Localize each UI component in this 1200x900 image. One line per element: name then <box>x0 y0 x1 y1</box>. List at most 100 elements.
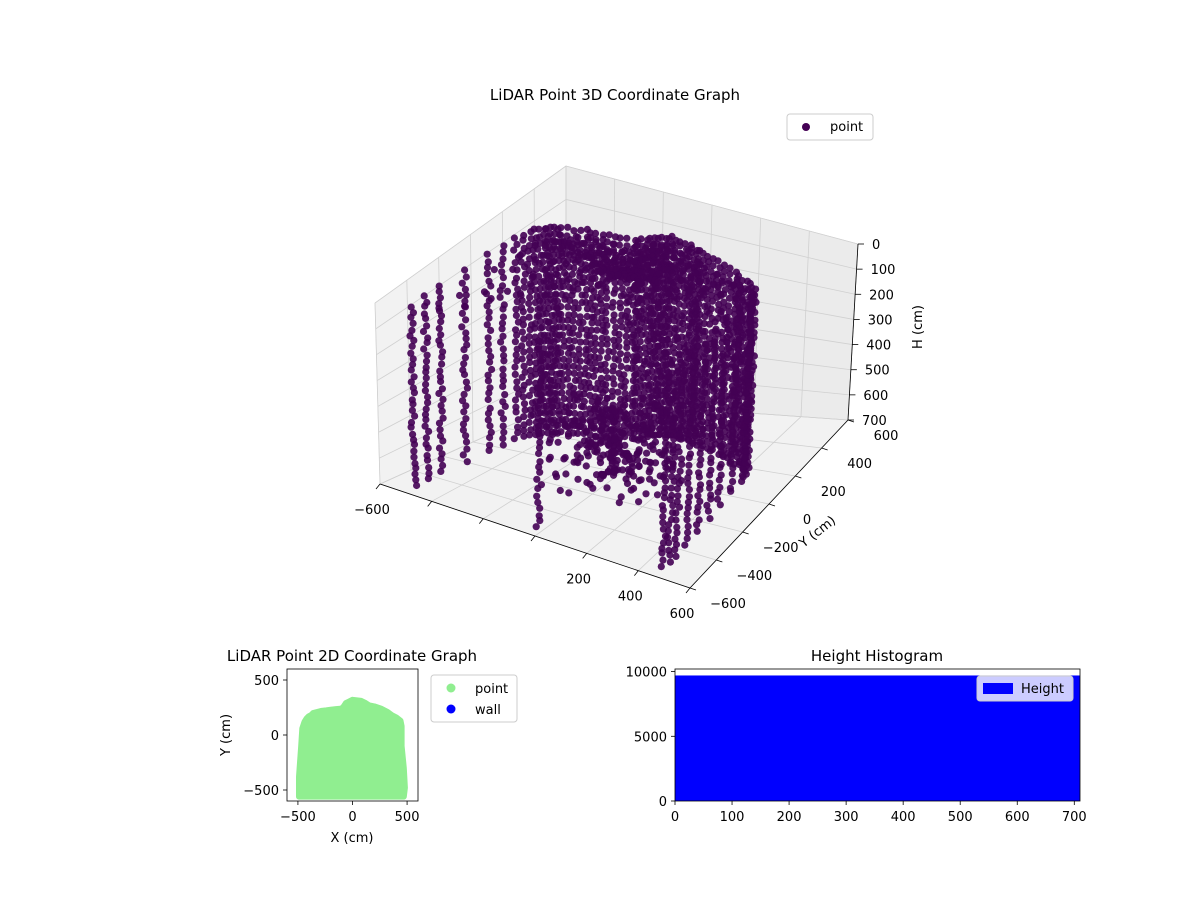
plot3d-point <box>650 479 658 487</box>
plot3d-point <box>542 402 550 410</box>
plot3d-point <box>562 470 570 478</box>
plot3d-point <box>679 325 687 334</box>
plot3d-point <box>691 351 699 359</box>
plot3d-point <box>511 326 520 334</box>
plot3d-point <box>672 378 681 386</box>
plot3d-point <box>708 419 716 427</box>
plot3d-point <box>521 368 529 376</box>
plot3d-point <box>554 349 562 357</box>
plot3d-point <box>735 335 743 343</box>
plot3d-point <box>438 450 446 458</box>
plot3d-point <box>723 338 731 347</box>
plot3d-point <box>544 299 552 307</box>
plot3d-point <box>558 316 566 324</box>
plot3d-z-tick-label: 700 <box>862 414 887 429</box>
plot3d-point <box>611 407 619 416</box>
plot3d-point <box>601 328 610 336</box>
plot3d-point <box>553 390 561 398</box>
plot3d-point <box>714 257 722 265</box>
plot3d-point <box>647 419 655 427</box>
plot3d-point <box>693 527 701 535</box>
plot3d-point <box>422 364 430 372</box>
plot3d-point <box>592 238 600 246</box>
plot3d-point <box>537 331 545 340</box>
plot3d-point <box>483 250 491 258</box>
plot3d-point <box>676 292 684 300</box>
plot3d-point <box>625 455 633 464</box>
plot3d-point <box>685 430 693 438</box>
plot3d-point <box>499 377 507 385</box>
plot3d-point <box>654 285 662 293</box>
plot3d-point <box>700 365 708 373</box>
plot3d-point <box>675 430 683 438</box>
plot3d-point <box>520 231 528 240</box>
plot3d-point <box>684 504 692 512</box>
plot3d-grid <box>374 165 859 589</box>
plot3d-y-tick <box>768 503 776 507</box>
plot3d-point <box>658 502 667 510</box>
plot3d-point <box>591 334 599 342</box>
plot3d-point <box>555 407 563 415</box>
plot3d-point <box>744 371 752 379</box>
plot3d-point <box>488 365 496 374</box>
plot3d-point <box>425 469 433 477</box>
plot3d-grid-line <box>565 165 859 245</box>
plot3d-point <box>671 453 679 461</box>
plot3d-point <box>525 392 534 400</box>
plot3d-point <box>662 257 670 266</box>
plot3d-point <box>602 381 610 389</box>
plot3d-point <box>623 339 631 347</box>
plot3d-point <box>653 491 662 499</box>
plot3d-point <box>730 407 738 415</box>
plot3d-point <box>512 311 521 320</box>
plot3d-point <box>409 430 417 438</box>
plot3d-grid-line <box>374 165 567 304</box>
plot3d-point <box>536 356 544 364</box>
plot3d-point <box>726 459 734 467</box>
plot3d-point <box>685 486 694 494</box>
plot3d-point <box>696 497 704 505</box>
plot3d-point <box>422 405 430 413</box>
plot3d-point <box>650 413 658 421</box>
plot3d-point <box>663 457 671 465</box>
plot3d-point <box>659 329 667 337</box>
plot3d-point <box>742 436 750 444</box>
plot3d-point <box>654 342 662 350</box>
plot3d-point <box>619 429 628 438</box>
plot3d-point <box>711 370 719 378</box>
plot3d-point <box>623 307 632 315</box>
plot3d-point <box>534 305 542 314</box>
plot3d-point <box>635 280 643 288</box>
plot3d-point <box>623 351 631 359</box>
plot3d-point <box>610 336 618 344</box>
plot3d-point <box>546 260 554 268</box>
plot3d-point <box>720 261 729 269</box>
plot3d-point <box>423 298 431 307</box>
plot3d-point <box>459 397 467 405</box>
plot3d-point <box>719 381 728 389</box>
plot3d-point <box>582 298 590 306</box>
plot3d-point <box>671 535 679 543</box>
histogram-y-tick-label: 0 <box>659 795 667 810</box>
plot3d-point <box>615 343 623 351</box>
plot3d-point <box>709 262 717 270</box>
plot3d-point <box>594 396 602 404</box>
plot3d-point <box>599 389 607 397</box>
plot3d-point <box>564 432 573 440</box>
plot3d-point <box>413 481 421 490</box>
plot3d-point <box>424 393 432 401</box>
plot3d-point <box>724 302 733 310</box>
plot3d-point <box>591 346 599 354</box>
plot3d-point <box>574 280 582 288</box>
plot3d-point <box>684 347 692 355</box>
plot3d-point <box>500 242 508 250</box>
plot3d-point <box>422 434 430 442</box>
plot3d-point <box>409 384 417 392</box>
plot3d-point <box>574 248 582 256</box>
plot3d-point <box>420 310 428 318</box>
plot3d-point <box>697 395 706 403</box>
plot3d-point <box>628 338 636 346</box>
plot3d-point <box>562 403 570 411</box>
plot3d-point <box>610 380 618 388</box>
plot3d-point <box>562 260 570 268</box>
